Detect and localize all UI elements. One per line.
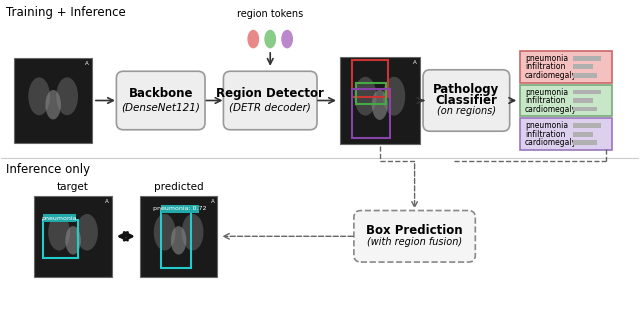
FancyBboxPatch shape — [520, 118, 612, 150]
Text: infiltration: infiltration — [525, 62, 566, 71]
Ellipse shape — [48, 214, 70, 250]
Text: infiltration: infiltration — [525, 130, 566, 139]
Ellipse shape — [45, 90, 61, 119]
Ellipse shape — [76, 214, 98, 250]
Bar — [573, 123, 601, 128]
Text: A: A — [413, 60, 417, 66]
Ellipse shape — [65, 226, 81, 255]
Text: pneumonia: 0.72: pneumonia: 0.72 — [153, 206, 206, 211]
FancyBboxPatch shape — [520, 85, 612, 116]
Text: Box Prediction: Box Prediction — [366, 224, 463, 237]
Text: Training + Inference: Training + Inference — [6, 6, 126, 19]
Bar — [14, 58, 92, 143]
FancyBboxPatch shape — [223, 71, 317, 130]
Ellipse shape — [154, 214, 175, 250]
Bar — [573, 56, 601, 61]
Bar — [35, 196, 112, 277]
Text: (on regions): (on regions) — [437, 106, 496, 116]
FancyBboxPatch shape — [520, 51, 612, 83]
Bar — [356, 83, 386, 105]
FancyBboxPatch shape — [354, 210, 476, 262]
Bar — [140, 196, 218, 277]
Text: A: A — [85, 61, 89, 66]
FancyBboxPatch shape — [116, 71, 205, 130]
Text: Backbone: Backbone — [129, 87, 193, 100]
Text: cardiomegaly: cardiomegaly — [525, 138, 577, 147]
Bar — [44, 220, 78, 258]
Bar — [340, 57, 420, 144]
Text: (with region fusion): (with region fusion) — [367, 238, 462, 248]
Ellipse shape — [355, 77, 376, 116]
Bar — [573, 64, 593, 69]
Text: region tokens: region tokens — [237, 9, 303, 19]
Ellipse shape — [182, 214, 204, 250]
Text: A: A — [105, 199, 109, 203]
Ellipse shape — [281, 29, 294, 49]
Bar — [573, 89, 601, 94]
Text: A: A — [211, 199, 214, 203]
Text: target: target — [57, 182, 89, 192]
Text: cardiomegaly: cardiomegaly — [525, 105, 577, 113]
Bar — [161, 210, 191, 268]
Text: Classifier: Classifier — [435, 94, 497, 107]
Ellipse shape — [56, 77, 78, 115]
Ellipse shape — [28, 77, 50, 115]
Ellipse shape — [247, 29, 260, 49]
Text: Region Detector: Region Detector — [216, 87, 324, 100]
Bar — [573, 106, 596, 112]
Text: pneumonia: pneumonia — [42, 216, 77, 221]
Bar — [573, 140, 596, 145]
Bar — [573, 132, 593, 137]
Text: (DETR decoder): (DETR decoder) — [229, 103, 311, 112]
Bar — [352, 60, 388, 96]
Text: Inference only: Inference only — [6, 163, 90, 176]
Ellipse shape — [383, 77, 405, 116]
Text: pneumonia: pneumonia — [525, 54, 568, 63]
FancyBboxPatch shape — [423, 70, 509, 131]
Text: (DenseNet121): (DenseNet121) — [121, 103, 200, 112]
Ellipse shape — [372, 90, 388, 120]
Ellipse shape — [264, 29, 276, 49]
Text: cardiomegaly: cardiomegaly — [525, 71, 577, 80]
Bar — [573, 98, 593, 103]
Bar — [573, 73, 596, 78]
FancyBboxPatch shape — [161, 204, 198, 213]
Bar — [352, 89, 390, 138]
Ellipse shape — [171, 226, 186, 255]
Text: pneumonia: pneumonia — [525, 88, 568, 96]
Text: Pathology: Pathology — [433, 83, 499, 96]
Text: predicted: predicted — [154, 182, 204, 192]
Text: pneumonia: pneumonia — [525, 121, 568, 130]
FancyBboxPatch shape — [44, 215, 76, 222]
Text: infiltration: infiltration — [525, 96, 566, 105]
